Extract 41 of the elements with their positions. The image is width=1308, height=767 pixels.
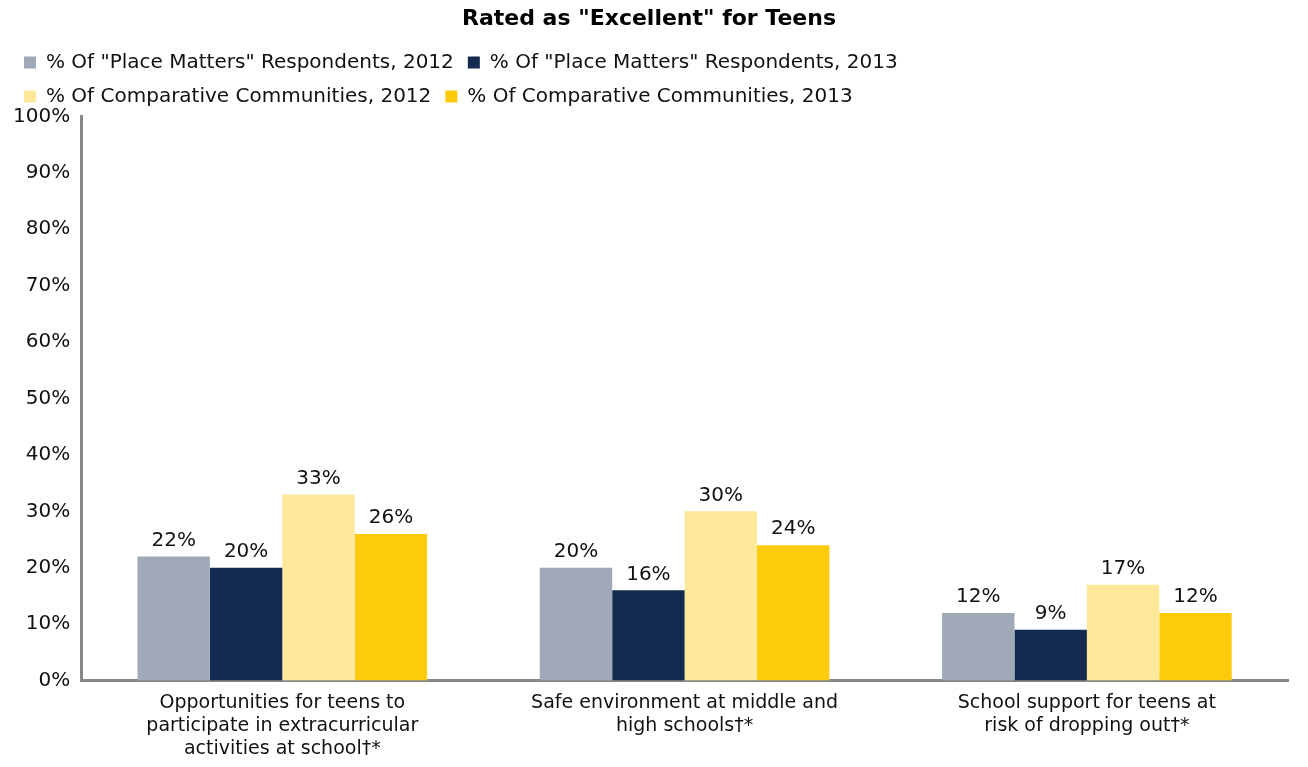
y-tick-label: 20% (25, 553, 71, 578)
data-label: 17% (1100, 554, 1146, 579)
data-label: 30% (698, 481, 744, 506)
bar (612, 590, 685, 681)
bar (1014, 629, 1087, 681)
bar (282, 494, 355, 681)
y-tick-label: 10% (25, 610, 71, 635)
bar (539, 567, 613, 681)
data-label: 33% (296, 464, 341, 489)
legend-label: % Of Comparative Communities, 2013 (467, 82, 853, 107)
bar (757, 545, 830, 681)
legend-label: % Of "Place Matters" Respondents, 2013 (489, 48, 898, 73)
x-tick-label: Safe environment at middle and high schools†* (531, 689, 839, 735)
y-tick-label: 70% (25, 271, 71, 296)
y-tick-label: 30% (25, 497, 71, 522)
y-tick-label: 60% (25, 328, 71, 353)
x-tick-label: School support for teens at risk of dropping out†* (957, 689, 1216, 735)
y-tick-label: 40% (25, 441, 71, 466)
x-tick-label: Opportunities for teens to participate in extracurricular activities at school†* (146, 689, 419, 758)
data-label: 20% (223, 537, 269, 562)
y-tick-label: 0% (38, 666, 71, 691)
y-tick-label: 90% (25, 159, 71, 184)
bar (942, 612, 1015, 681)
data-label: 16% (626, 560, 671, 585)
data-label: 22% (151, 526, 196, 551)
chart-title: Rated as "Excellent" for Teens (461, 4, 837, 30)
y-tick-label: 50% (25, 384, 71, 409)
bar (137, 556, 210, 681)
data-label: 24% (770, 515, 816, 540)
data-label: 12% (956, 583, 1001, 608)
y-tick-label: 80% (25, 215, 71, 240)
data-label: 9% (1034, 600, 1067, 625)
data-label: 20% (553, 537, 599, 562)
bar (1086, 584, 1160, 681)
bar (684, 511, 757, 681)
bar (354, 533, 428, 681)
bar (209, 567, 283, 681)
data-label: 26% (368, 504, 414, 529)
data-label: 12% (1173, 583, 1218, 608)
legend-label: % Of "Place Matters" Respondents, 2012 (46, 48, 454, 73)
bar (1159, 612, 1232, 681)
